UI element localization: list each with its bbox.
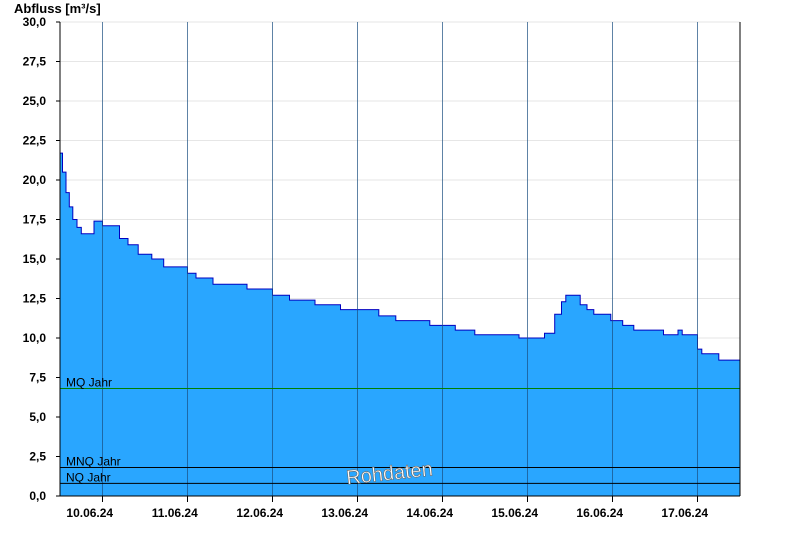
y-tick-label: 20,0 bbox=[23, 173, 47, 187]
y-tick-labels: 0,0 2,5 5,0 7,5 10,0 12,5 15,0 17,5 20,0 22,5 25,0… bbox=[23, 15, 47, 503]
x-tick-label: 11.06.24 bbox=[152, 506, 198, 520]
y-tick-label: 10,0 bbox=[23, 331, 47, 345]
axes bbox=[56, 21, 741, 502]
y-tick-label: 0,0 bbox=[29, 489, 46, 503]
y-tick-label: 25,0 bbox=[23, 94, 47, 108]
discharge-series bbox=[60, 152, 740, 496]
reference-line-label: MQ Jahr bbox=[66, 376, 112, 390]
x-tick-label: 17.06.24 bbox=[661, 506, 708, 520]
discharge-line bbox=[60, 152, 740, 361]
y-tick-label: 2,5 bbox=[29, 450, 46, 464]
reference-line-label: MNQ Jahr bbox=[66, 455, 121, 469]
y-tick-label: 7,5 bbox=[29, 371, 46, 385]
discharge-area bbox=[60, 153, 740, 496]
day-separators bbox=[102, 22, 698, 496]
x-tick-label: 13.06.24 bbox=[321, 506, 368, 520]
y-tick-label: 22,5 bbox=[23, 134, 47, 148]
x-tick-labels: 10.06.24 11.06.24 12.06.24 13.06.24 14.06.24… bbox=[66, 506, 708, 520]
x-tick-label: 16.06.24 bbox=[576, 506, 623, 520]
reference-line-label: NQ Jahr bbox=[66, 470, 111, 484]
y-tick-label: 15,0 bbox=[23, 252, 47, 266]
x-tick-label: 14.06.24 bbox=[406, 506, 453, 520]
y-tick-label: 27,5 bbox=[23, 55, 47, 69]
x-tick-label: 10.06.24 bbox=[66, 506, 113, 520]
y-tick-label: 17,5 bbox=[23, 213, 47, 227]
y-tick-label: 30,0 bbox=[23, 15, 47, 29]
x-tick-label: 12.06.24 bbox=[236, 506, 283, 520]
y-tick-label: 5,0 bbox=[29, 410, 46, 424]
x-tick-label: 15.06.24 bbox=[491, 506, 538, 520]
y-tick-label: 12,5 bbox=[23, 292, 47, 306]
y-axis-label: Abfluss [m³/s] bbox=[14, 1, 101, 16]
